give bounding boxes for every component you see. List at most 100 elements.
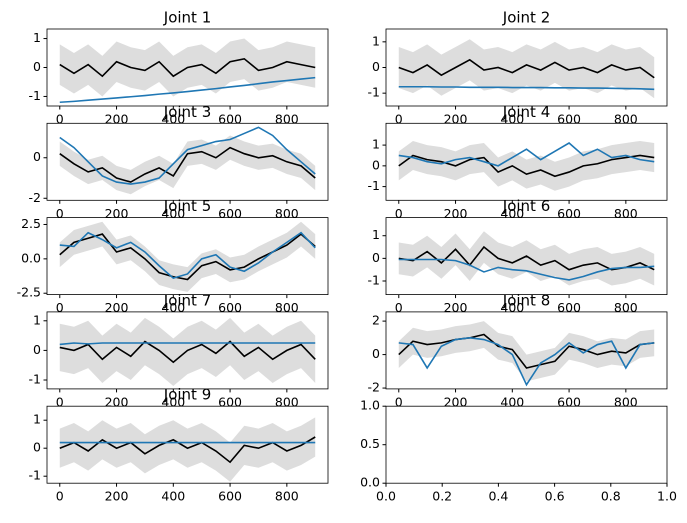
x-tick-label: 400 — [161, 394, 185, 409]
panel-title: Joint 9 — [163, 386, 211, 404]
panel-title: Joint 7 — [163, 291, 211, 309]
x-tick-label: 0 — [395, 206, 403, 221]
y-tick-label: 0.0 — [21, 250, 41, 265]
x-tick-label: 400 — [500, 394, 524, 409]
x-tick-label: 400 — [500, 112, 524, 127]
x-tick-label: 800 — [275, 489, 299, 504]
uncertainty-band — [398, 140, 655, 191]
y-tick-label: 1.0 — [360, 398, 380, 413]
x-tick-label: 200 — [444, 206, 468, 221]
y-tick-label: 1 — [372, 33, 380, 48]
uncertainty-band — [59, 317, 316, 386]
x-tick-label: 200 — [105, 206, 129, 221]
x-tick-label: 800 — [275, 112, 299, 127]
y-tick-label: 0.0 — [360, 475, 380, 490]
series-line — [59, 231, 316, 279]
y-tick-label: 1 — [33, 312, 41, 327]
x-tick-label: 200 — [444, 394, 468, 409]
series-line — [398, 85, 655, 91]
axes-frame — [385, 405, 668, 484]
x-tick-label: 0 — [56, 489, 64, 504]
x-tick-label: 400 — [500, 300, 524, 315]
series-line — [398, 337, 655, 387]
panel-title: Joint 1 — [163, 9, 211, 27]
series-line — [59, 146, 316, 183]
x-tick-label: 0.4 — [488, 489, 508, 504]
y-tick-label: 0 — [33, 149, 41, 164]
series-line — [59, 126, 316, 185]
x-tick-label: 800 — [614, 112, 638, 127]
y-tick-label: 0 — [33, 59, 41, 74]
y-tick-label: 0 — [372, 59, 380, 74]
x-tick-label: 600 — [218, 300, 242, 315]
x-tick-label: 600 — [218, 206, 242, 221]
x-tick-label: 400 — [161, 206, 185, 221]
panel-title: Joint 3 — [163, 103, 211, 121]
uncertainty-band — [398, 39, 655, 99]
panel-title: Joint 8 — [502, 291, 550, 309]
x-tick-label: 200 — [105, 112, 129, 127]
panel-title: Joint 5 — [163, 197, 211, 215]
axes-frame — [46, 405, 329, 484]
x-tick-label: 0 — [56, 394, 64, 409]
x-tick-label: 800 — [275, 394, 299, 409]
y-tick-label: -1 — [29, 372, 41, 387]
x-tick-label: 200 — [444, 112, 468, 127]
x-tick-label: 0.8 — [601, 489, 621, 504]
x-tick-label: 600 — [557, 300, 581, 315]
y-tick-label: -1 — [29, 468, 41, 483]
series-line — [398, 245, 655, 271]
series-line — [398, 58, 655, 79]
x-tick-label: 400 — [161, 300, 185, 315]
series-line — [398, 333, 655, 369]
x-tick-label: 0.0 — [376, 489, 396, 504]
axes-frame — [385, 217, 668, 296]
y-tick-label: -1 — [29, 88, 41, 103]
series-line — [59, 76, 316, 104]
x-tick-label: 0.6 — [545, 489, 565, 504]
x-tick-label: 800 — [275, 206, 299, 221]
y-tick-label: -2 — [29, 190, 41, 205]
x-tick-label: 200 — [105, 489, 129, 504]
y-tick-label: 0 — [372, 250, 380, 265]
x-tick-label: 800 — [275, 300, 299, 315]
x-tick-label: 0.2 — [432, 489, 452, 504]
y-tick-label: 1 — [372, 227, 380, 242]
y-tick-label: -2.5 — [17, 285, 41, 300]
axes-frame — [46, 122, 329, 201]
y-tick-label: 0 — [372, 346, 380, 361]
y-tick-label: 1 — [33, 30, 41, 45]
axes-frame — [385, 122, 668, 201]
uncertainty-band — [59, 221, 316, 292]
y-tick-label: -1 — [368, 273, 380, 288]
x-tick-label: 600 — [557, 112, 581, 127]
y-tick-label: -1 — [368, 178, 380, 193]
y-tick-label: 0.5 — [360, 436, 380, 451]
x-tick-label: 600 — [218, 394, 242, 409]
series-line — [398, 258, 655, 281]
panel-title: Joint 4 — [502, 103, 550, 121]
x-tick-label: 200 — [105, 300, 129, 315]
panel-title: Joint 6 — [502, 197, 550, 215]
panel-title: Joint 2 — [502, 9, 550, 27]
x-tick-label: 600 — [218, 112, 242, 127]
x-tick-label: 0 — [56, 300, 64, 315]
x-tick-label: 200 — [105, 394, 129, 409]
y-tick-label: 2.5 — [21, 216, 41, 231]
x-tick-label: 0 — [56, 206, 64, 221]
axes-frame — [385, 311, 668, 390]
uncertainty-band — [59, 135, 316, 195]
y-tick-label: 0 — [372, 157, 380, 172]
x-tick-label: 400 — [500, 206, 524, 221]
series-line — [59, 57, 316, 78]
x-tick-label: 1.0 — [657, 489, 677, 504]
uncertainty-band — [398, 231, 655, 286]
axes-frame — [46, 217, 329, 296]
y-tick-label: -1 — [368, 85, 380, 100]
y-tick-label: -2 — [368, 380, 380, 395]
x-tick-label: 800 — [614, 394, 638, 409]
x-tick-label: 200 — [444, 300, 468, 315]
y-tick-label: 2 — [372, 313, 380, 328]
